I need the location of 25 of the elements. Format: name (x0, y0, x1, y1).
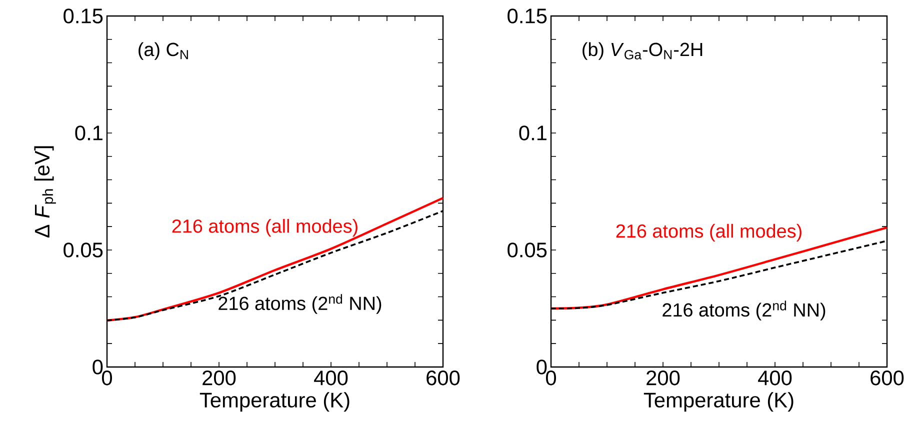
y-tick-label: 0.05 (508, 242, 547, 258)
y-tick-label: 0.15 (64, 8, 103, 24)
y-tick-label: 0 (536, 360, 547, 374)
y-tick-label: 0.15 (508, 8, 547, 24)
series-label: 216 atoms (all modes) (616, 224, 802, 242)
text: (a) C$_{N}$ (138, 42, 188, 60)
series-label: 216 atoms (2$^{nd}$ NN) (662, 300, 826, 320)
text: (b) V$_{Ga}$-O$_{N}$-2H (582, 42, 702, 60)
y-tick-label: 0.1 (519, 126, 546, 140)
series-label: 216 atoms (all modes) (172, 218, 358, 237)
x-axis-title: Temperature (K) (200, 392, 350, 412)
x-tick-label: 200 (202, 370, 236, 386)
y-axis-title: Δ F$_{ph}$ [eV] (34, 146, 56, 238)
x-tick-label: 600 (870, 370, 904, 386)
y-tick-label: 0.1 (75, 126, 102, 140)
y-tick-label: 0.05 (64, 242, 103, 258)
x-tick-label: 400 (758, 370, 792, 386)
series-label: 216 atoms (2$^{nd}$ NN) (218, 294, 382, 314)
x-tick-label: 600 (426, 370, 460, 386)
x-axis-title: Temperature (K) (644, 392, 794, 412)
x-tick-label: 200 (646, 370, 680, 386)
x-tick-label: 0 (102, 370, 112, 386)
y-tick-label: 0 (92, 360, 103, 374)
x-tick-label: 0 (546, 370, 556, 386)
x-tick-label: 400 (314, 370, 348, 386)
